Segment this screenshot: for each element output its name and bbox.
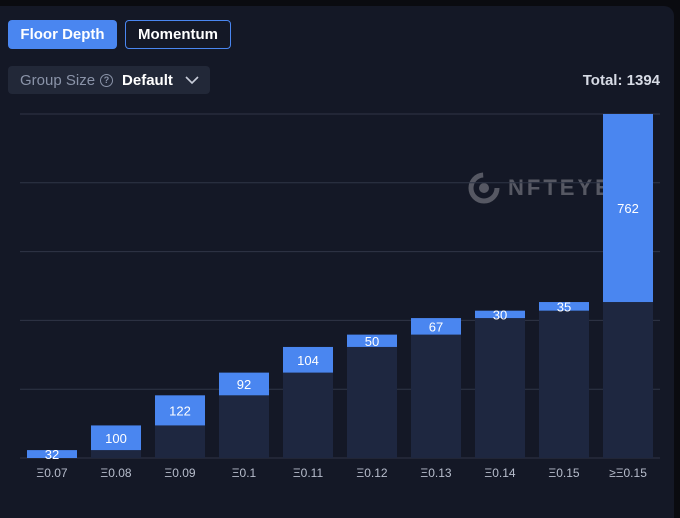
group-size-value: Default [122, 71, 173, 89]
bar-value-label: 67 [429, 319, 443, 334]
x-tick-label: Ξ0.08 [100, 466, 131, 480]
bar-base [347, 346, 397, 458]
bar[interactable] [539, 302, 589, 311]
bar[interactable] [219, 372, 269, 396]
bar[interactable] [27, 450, 77, 458]
group-size-label: Group Size [20, 71, 96, 89]
bar-base [411, 334, 461, 458]
x-tick-label: Ξ0.11 [293, 466, 324, 480]
bar[interactable] [411, 318, 461, 335]
watermark-text: NFTEYE [508, 175, 613, 200]
bar-value-label: 50 [365, 334, 379, 349]
total-count: Total: 1394 [582, 72, 660, 89]
bar[interactable] [347, 334, 397, 347]
help-icon[interactable]: ? [100, 73, 114, 87]
chevron-down-icon [185, 72, 199, 89]
group-size-select[interactable]: Group Size ? Default [8, 66, 210, 94]
x-tick-label: Ξ0.13 [420, 466, 451, 480]
bar-value-label: 104 [297, 353, 319, 368]
bar[interactable] [91, 425, 141, 451]
x-tick-label: Ξ0.09 [164, 466, 195, 480]
bar-value-label: 100 [105, 431, 127, 446]
bar-value-label: 32 [45, 447, 59, 462]
bar-base [539, 310, 589, 458]
bar[interactable] [475, 310, 525, 319]
bar[interactable] [283, 346, 333, 373]
x-tick-label: Ξ0.14 [484, 466, 515, 480]
x-tick-label: Ξ0.12 [356, 466, 387, 480]
bar-value-label: 122 [169, 403, 191, 418]
bar-value-label: 35 [557, 299, 571, 314]
watermark: NFTEYE [468, 172, 613, 204]
bar-value-label: 92 [237, 377, 251, 392]
bar-base [283, 372, 333, 458]
bar-value-label: 762 [617, 201, 639, 216]
bar-base [155, 425, 205, 458]
x-tick-label: Ξ0.07 [36, 466, 67, 480]
bar-base [475, 318, 525, 458]
bar[interactable] [603, 114, 653, 303]
bar[interactable] [155, 395, 205, 426]
tab-floor-depth[interactable]: Floor Depth [8, 20, 117, 49]
x-tick-label: ≥Ξ0.15 [609, 466, 647, 480]
tab-momentum[interactable]: Momentum [125, 20, 231, 49]
bar-base [603, 302, 653, 458]
x-tick-label: Ξ0.1 [232, 466, 257, 480]
bar-base [219, 395, 269, 458]
bar-base [91, 450, 141, 458]
bar-value-label: 30 [493, 307, 507, 322]
x-tick-label: Ξ0.15 [548, 466, 579, 480]
nfteye-logo-icon [468, 172, 500, 204]
